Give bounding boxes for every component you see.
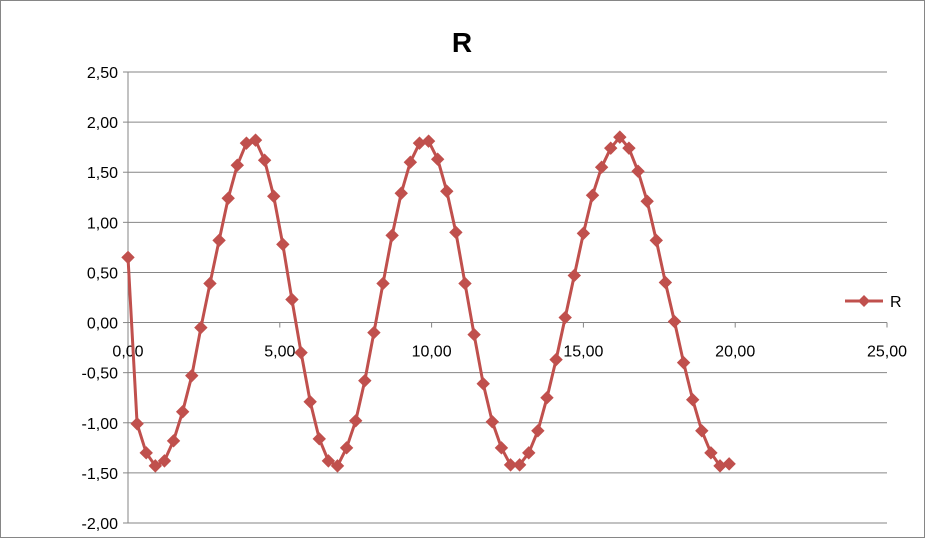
data-point [339,441,354,455]
data-point [148,459,163,473]
legend-marker [858,295,870,307]
legend-label: R [890,294,902,311]
axes [127,72,887,523]
data-point [175,405,190,419]
y-tick-label: 2,00 [87,115,118,132]
data-point [722,457,736,471]
y-tick-label: 0,50 [87,265,118,282]
data-point [558,310,572,325]
x-tick-label: 10,00 [412,344,452,361]
data-point [157,454,172,468]
data-point [658,275,673,290]
legend: R [845,294,902,311]
data-point [576,226,591,241]
data-point [531,424,545,438]
data-point [676,355,691,370]
data-point [467,327,481,342]
data-point [312,432,326,446]
data-point [385,228,399,243]
data-point [549,352,563,367]
data-point [194,320,208,335]
y-tick-label: 1,00 [87,215,118,232]
data-point [294,345,308,360]
data-point [440,184,454,198]
y-tick-label: 2,50 [87,65,118,82]
y-tick-label: 0,00 [87,316,118,333]
series-r [121,130,736,473]
y-axis-tick-labels: 2,50 2,00 1,50 1,00 0,50 0,00 -0,50 -1,00 -1,50 -… [82,65,119,533]
data-point [522,446,536,460]
data-point [421,134,436,148]
data-point [276,237,290,252]
data-point [348,414,363,428]
data-point [585,188,600,202]
data-point [430,152,445,166]
x-tick-label: 0,00 [112,344,143,361]
data-point [367,325,381,340]
x-axis-tick-labels: 0,00 5,00 10,00 15,00 20,00 25,00 [112,322,907,361]
data-point [631,164,645,178]
data-point [622,141,636,155]
data-point [667,314,682,329]
y-tick-label: -1,50 [82,466,119,483]
data-point [503,458,518,472]
data-point [704,446,718,460]
data-point [139,446,153,460]
x-tick-label: 5,00 [264,344,295,361]
y-tick-label: 1,50 [87,165,118,182]
x-tick-label: 25,00 [867,344,907,361]
data-point [185,368,199,383]
data-point [376,276,390,291]
series-line [126,135,730,468]
data-point [321,454,336,468]
data-point [540,391,554,405]
y-tick-label: -1,00 [82,416,119,433]
y-tick-label: -2,00 [82,516,119,533]
data-point [494,441,509,455]
data-point [640,194,654,208]
data-point [230,158,245,172]
data-point [567,268,581,283]
data-point [257,153,272,167]
data-point [604,141,618,155]
data-point [412,136,427,150]
data-point [485,415,500,429]
data-point [458,276,472,291]
data-point [449,225,463,240]
data-point [166,434,181,448]
x-tick-label: 15,00 [563,344,603,361]
data-point [330,459,345,473]
data-point [358,373,372,388]
data-point [685,393,700,407]
chart-title: R [452,27,472,58]
data-point [221,191,235,205]
gridlines [123,71,887,524]
data-point [285,292,299,307]
data-point [512,458,527,472]
data-point [594,160,609,174]
data-point [613,130,627,144]
data-point [212,233,226,248]
data-point [649,233,663,248]
data-point [394,186,408,200]
data-point [267,189,281,203]
data-point [121,250,135,265]
data-point [303,395,317,409]
data-point [203,276,217,291]
data-point [403,155,418,169]
x-tick-label: 20,00 [715,344,755,361]
data-point [130,417,144,431]
data-point [695,424,709,438]
data-point [248,133,263,147]
data-point [476,376,490,391]
y-tick-label: -0,50 [82,366,119,383]
